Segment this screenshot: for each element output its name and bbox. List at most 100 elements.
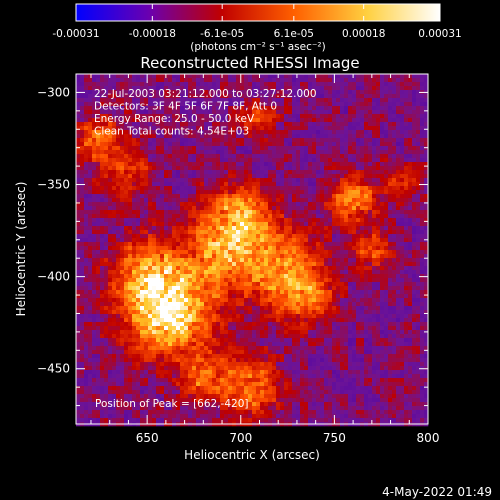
heatmap-cell xyxy=(368,230,373,235)
heatmap-cell xyxy=(244,146,249,151)
heatmap-cell xyxy=(324,126,329,131)
heatmap-cell xyxy=(396,130,401,135)
heatmap-cell xyxy=(224,222,229,227)
heatmap-cell xyxy=(192,234,197,239)
heatmap-cell xyxy=(108,190,113,195)
heatmap-cell xyxy=(296,270,301,275)
heatmap-cell xyxy=(208,278,213,283)
heatmap-cell xyxy=(376,254,381,259)
heatmap-cell xyxy=(152,202,157,207)
heatmap-cell xyxy=(144,122,149,127)
heatmap-cell xyxy=(312,286,317,291)
heatmap-cell xyxy=(296,126,301,131)
heatmap-cell xyxy=(340,158,345,163)
heatmap-cell xyxy=(136,266,141,271)
heatmap-cell xyxy=(248,254,253,259)
heatmap-cell xyxy=(152,182,157,187)
heatmap-cell xyxy=(276,278,281,283)
heatmap-cell xyxy=(412,182,417,187)
heatmap-cell xyxy=(84,106,89,111)
heatmap-cell xyxy=(76,242,81,247)
heatmap-cell xyxy=(96,254,101,259)
heatmap-cell xyxy=(124,278,129,283)
heatmap-cell xyxy=(128,290,133,295)
heatmap-cell xyxy=(148,286,153,291)
heatmap-cell xyxy=(184,226,189,231)
heatmap-cell xyxy=(112,286,117,291)
heatmap-cell xyxy=(204,114,209,119)
heatmap-cell xyxy=(184,86,189,91)
heatmap-cell xyxy=(128,238,133,243)
heatmap-cell xyxy=(128,182,133,187)
heatmap-cell xyxy=(288,242,293,247)
heatmap-cell xyxy=(200,174,205,179)
heatmap-cell xyxy=(276,202,281,207)
heatmap-cell xyxy=(408,266,413,271)
heatmap-cell xyxy=(312,122,317,127)
heatmap-cell xyxy=(112,194,117,199)
heatmap-cell xyxy=(148,122,153,127)
heatmap-cell xyxy=(332,134,337,139)
heatmap-cell xyxy=(376,246,381,251)
heatmap-cell xyxy=(252,286,257,291)
heatmap-cell xyxy=(304,154,309,159)
heatmap-cell xyxy=(196,102,201,107)
heatmap-cell xyxy=(116,134,121,139)
heatmap-cell xyxy=(108,186,113,191)
heatmap-cell xyxy=(144,170,149,175)
heatmap-cell xyxy=(124,78,129,83)
heatmap-cell xyxy=(280,142,285,147)
heatmap-cell xyxy=(216,234,221,239)
heatmap-cell xyxy=(232,194,237,199)
heatmap-cell xyxy=(240,230,245,235)
heatmap-cell xyxy=(164,118,169,123)
heatmap-cell xyxy=(416,134,421,139)
heatmap-cell xyxy=(188,250,193,255)
heatmap-cell xyxy=(88,86,93,91)
heatmap-cell xyxy=(296,174,301,179)
heatmap-cell xyxy=(208,146,213,151)
heatmap-cell xyxy=(160,78,165,83)
heatmap-cell xyxy=(100,98,105,103)
heatmap-cell xyxy=(316,210,321,215)
heatmap-cell xyxy=(84,258,89,263)
heatmap-cell xyxy=(232,78,237,83)
heatmap-cell xyxy=(116,154,121,159)
heatmap-cell xyxy=(192,82,197,87)
heatmap-cell xyxy=(92,82,97,87)
heatmap-cell xyxy=(316,94,321,99)
heatmap-cell xyxy=(136,214,141,219)
heatmap-cell xyxy=(224,270,229,275)
heatmap-cell xyxy=(280,78,285,83)
heatmap-cell xyxy=(272,218,277,223)
heatmap-cell xyxy=(312,110,317,115)
heatmap-cell xyxy=(224,238,229,243)
heatmap-cell xyxy=(208,150,213,155)
heatmap-cell xyxy=(304,282,309,287)
heatmap-cell xyxy=(92,226,97,231)
heatmap-cell xyxy=(400,206,405,211)
heatmap-cell xyxy=(88,126,93,131)
heatmap-cell xyxy=(376,210,381,215)
heatmap-cell xyxy=(192,290,197,295)
heatmap-cell xyxy=(392,174,397,179)
heatmap-cell xyxy=(272,78,277,83)
heatmap-cell xyxy=(148,74,153,79)
heatmap-cell xyxy=(412,146,417,151)
heatmap-cell xyxy=(216,266,221,271)
heatmap-cell xyxy=(324,146,329,151)
heatmap-cell xyxy=(148,174,153,179)
heatmap-cell xyxy=(120,218,125,223)
heatmap-cell xyxy=(372,110,377,115)
heatmap-cell xyxy=(296,166,301,171)
heatmap-cell xyxy=(112,106,117,111)
heatmap-cell xyxy=(92,286,97,291)
heatmap-cell xyxy=(344,194,349,199)
heatmap-cell xyxy=(132,150,137,155)
heatmap-cell xyxy=(196,282,201,287)
heatmap-cell xyxy=(236,94,241,99)
heatmap-cell xyxy=(156,226,161,231)
heatmap-cell xyxy=(164,198,169,203)
heatmap-cell xyxy=(300,262,305,267)
heatmap-cell xyxy=(128,98,133,103)
